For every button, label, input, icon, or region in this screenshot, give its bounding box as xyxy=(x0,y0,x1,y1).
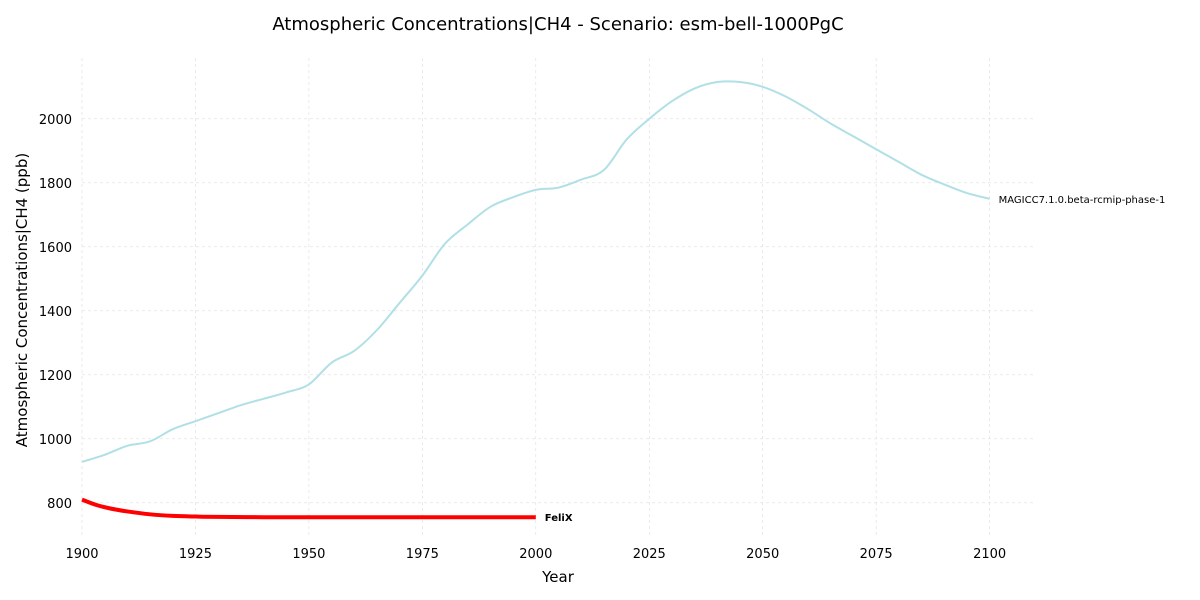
x-tick-label: 1925 xyxy=(179,547,212,562)
x-tick-label: 2025 xyxy=(633,547,666,562)
y-tick-label: 2000 xyxy=(39,113,72,128)
grid xyxy=(81,58,1035,538)
y-axis-label: Atmospheric Concentrations|CH4 (ppb) xyxy=(13,153,31,447)
y-tick-label: 1600 xyxy=(39,241,72,256)
series-label-magicc: MAGICC7.1.0.beta-rcmip-phase-1 xyxy=(999,195,1166,206)
x-tick-label: 2000 xyxy=(519,547,552,562)
y-tick-label: 1400 xyxy=(39,305,72,320)
x-tick-label: 2050 xyxy=(746,547,779,562)
series-label-felix: FeliX xyxy=(545,513,573,524)
y-tick-label: 800 xyxy=(47,497,72,512)
x-tick-label: 1950 xyxy=(292,547,325,562)
x-tick-label: 2075 xyxy=(860,547,893,562)
y-tick-label: 1000 xyxy=(39,433,72,448)
series-layer: MAGICC7.1.0.beta-rcmip-phase-1 FeliX xyxy=(81,80,1166,524)
x-tick-label: 1900 xyxy=(65,547,98,562)
y-tick-label: 1200 xyxy=(39,369,72,384)
x-axis-label: Year xyxy=(541,568,575,586)
chart-title: Atmospheric Concentrations|CH4 - Scenari… xyxy=(272,14,843,35)
x-tick-label: 1975 xyxy=(406,547,439,562)
y-tick-label: 1800 xyxy=(39,177,72,192)
x-tick-label: 2100 xyxy=(973,547,1006,562)
series-line-magicc xyxy=(81,80,990,463)
series-line-felix xyxy=(81,497,536,520)
ticks: 1900 1925 1950 1975 2000 2025 2050 2075 2100 800 1… xyxy=(39,113,1006,562)
